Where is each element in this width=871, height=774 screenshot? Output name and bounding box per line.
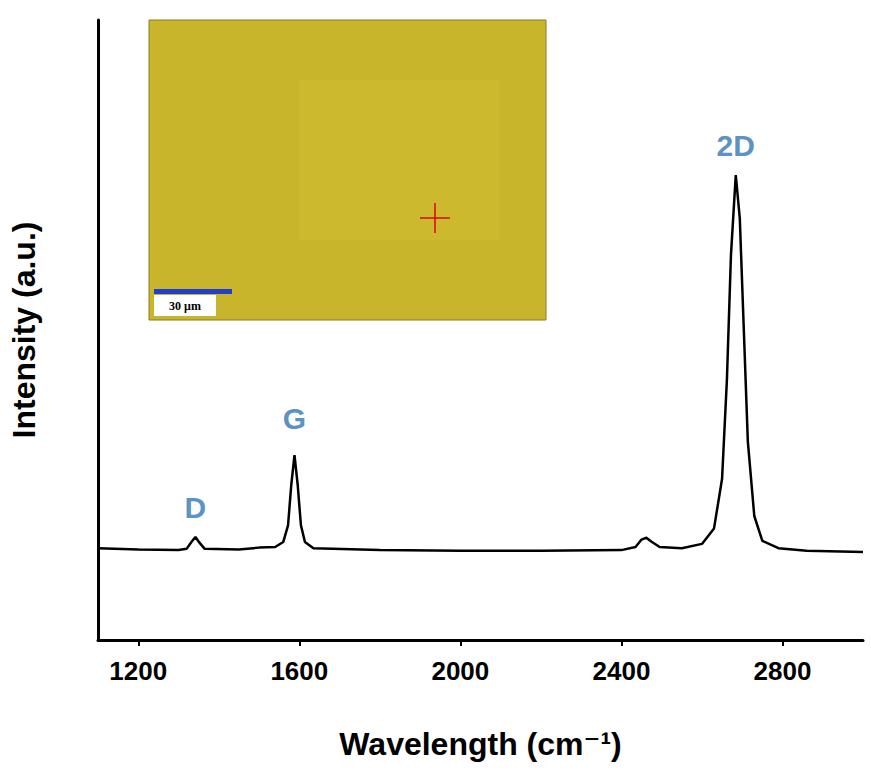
svg-text:D: D: [185, 491, 207, 524]
svg-text:Wavelength (cm⁻¹): Wavelength (cm⁻¹): [339, 726, 621, 762]
svg-text:1600: 1600: [270, 656, 328, 686]
svg-text:Intensity (a.u.): Intensity (a.u.): [6, 222, 42, 439]
svg-text:2000: 2000: [431, 656, 489, 686]
svg-text:2400: 2400: [592, 656, 650, 686]
svg-text:2800: 2800: [754, 656, 812, 686]
svg-text:30 μm: 30 μm: [169, 299, 201, 313]
svg-text:2D: 2D: [717, 129, 755, 162]
svg-text:1200: 1200: [109, 656, 167, 686]
svg-text:G: G: [283, 402, 306, 435]
